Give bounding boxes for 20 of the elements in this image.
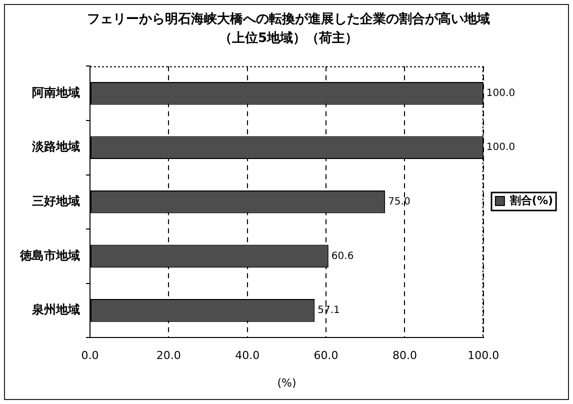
chart-title: フェリーから明石海峡大橋への転換が進展した企業の割合が高い地域 bbox=[87, 11, 490, 28]
data-label: 60.6 bbox=[331, 250, 354, 262]
y-tick-label: 泉州地域 bbox=[31, 302, 80, 317]
y-tick-label: 三好地域 bbox=[32, 194, 80, 208]
y-tick-label: 徳島市地域 bbox=[19, 248, 80, 262]
data-label: 100.0 bbox=[486, 88, 516, 99]
legend-label: 割合(%) bbox=[508, 194, 553, 207]
x-tick-label: 20.0 bbox=[156, 349, 181, 362]
y-tick-label: 淡路地域 bbox=[31, 140, 80, 154]
x-tick-label: 60.0 bbox=[314, 349, 338, 362]
data-label: 100.0 bbox=[486, 142, 516, 154]
x-tick-label: 0.0 bbox=[81, 349, 99, 362]
data-label: 57.1 bbox=[318, 305, 340, 316]
x-tick-label: 80.0 bbox=[392, 349, 417, 362]
data-label: 75.0 bbox=[388, 196, 410, 208]
chart-subtitle: （上位5地域）（荷主） bbox=[218, 30, 358, 46]
x-axis-title: (%) bbox=[277, 376, 296, 390]
x-tick-label: 40.0 bbox=[235, 349, 260, 362]
y-tick-label: 阿南地域 bbox=[32, 85, 80, 100]
x-tick-label: 100.0 bbox=[468, 349, 500, 362]
